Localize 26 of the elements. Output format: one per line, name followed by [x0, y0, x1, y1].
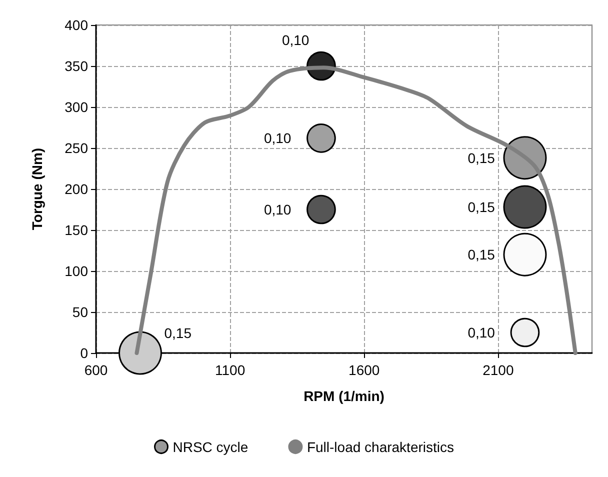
line-series	[134, 66, 578, 355]
x-axis-title: RPM (1/min)	[304, 388, 384, 404]
y-tick-label: 350	[64, 58, 88, 74]
annotation: 0,15	[164, 325, 192, 341]
y-tick-label: 300	[64, 99, 88, 115]
x-tick-label: 1600	[348, 362, 380, 378]
x-tick-label: 600	[84, 362, 108, 378]
legend-label: NRSC cycle	[172, 438, 248, 455]
annotation: 0,10	[282, 32, 310, 48]
annotation: 0,15	[468, 246, 496, 263]
y-tick-label: 200	[64, 181, 88, 197]
y-tick-label: 50	[72, 304, 88, 320]
x-tick-label: 2100	[482, 362, 514, 378]
annotation: 0,10	[468, 324, 496, 340]
y-tick-label: 0	[80, 345, 88, 361]
annotation: 0,15	[468, 199, 496, 216]
legend-label: Full-load charakteristics	[306, 438, 454, 455]
annotation: 0,10	[264, 130, 292, 146]
y-axis-title: Torgue (Nm)	[29, 148, 45, 230]
y-tick-label: 250	[64, 140, 88, 156]
annotation: 0,10	[264, 202, 292, 218]
annotation: 0,15	[468, 150, 496, 166]
x-tick-label: 1100	[215, 362, 246, 378]
y-tick-label: 100	[64, 263, 88, 279]
y-tick-label: 150	[64, 222, 88, 238]
y-tick-label: 400	[64, 17, 88, 33]
